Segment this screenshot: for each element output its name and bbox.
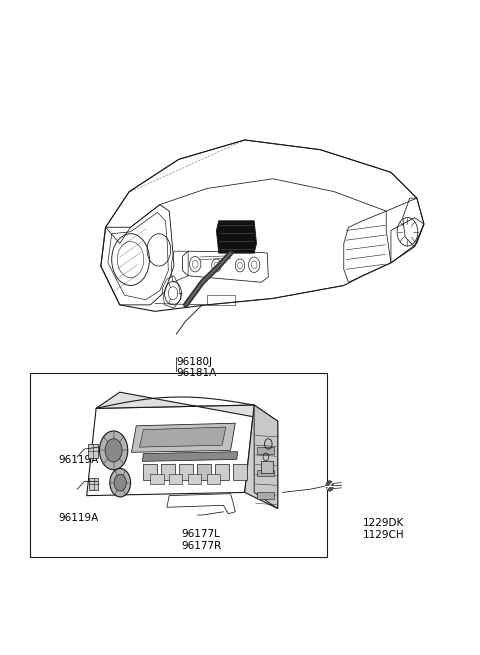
Bar	[257, 447, 274, 454]
Bar	[161, 464, 175, 480]
Text: 96119A: 96119A	[59, 514, 99, 523]
Text: 96119A: 96119A	[59, 455, 99, 465]
Bar	[215, 464, 229, 480]
Polygon shape	[254, 405, 278, 508]
Bar	[30, 373, 327, 557]
Bar	[150, 474, 164, 484]
Bar	[144, 464, 157, 480]
Polygon shape	[140, 427, 226, 447]
Text: 96177L
96177R: 96177L 96177R	[181, 529, 221, 551]
Circle shape	[99, 431, 128, 470]
Circle shape	[110, 468, 131, 497]
Text: 96180J
96181A: 96180J 96181A	[176, 356, 216, 378]
Polygon shape	[216, 221, 256, 253]
Bar	[188, 474, 201, 484]
Bar	[257, 470, 274, 476]
Text: 1229DK
1129CH: 1229DK 1129CH	[362, 518, 404, 540]
Bar	[197, 464, 211, 480]
Polygon shape	[96, 392, 278, 421]
Bar	[169, 474, 182, 484]
Bar	[88, 444, 98, 458]
Bar	[89, 477, 98, 491]
Bar	[261, 461, 273, 473]
Polygon shape	[132, 423, 235, 453]
Circle shape	[114, 474, 126, 491]
Polygon shape	[143, 452, 238, 461]
Bar	[257, 493, 274, 499]
Circle shape	[105, 439, 122, 462]
Polygon shape	[245, 405, 278, 508]
Circle shape	[326, 481, 334, 491]
Bar	[233, 464, 247, 480]
Bar	[207, 474, 220, 484]
Bar	[179, 464, 193, 480]
